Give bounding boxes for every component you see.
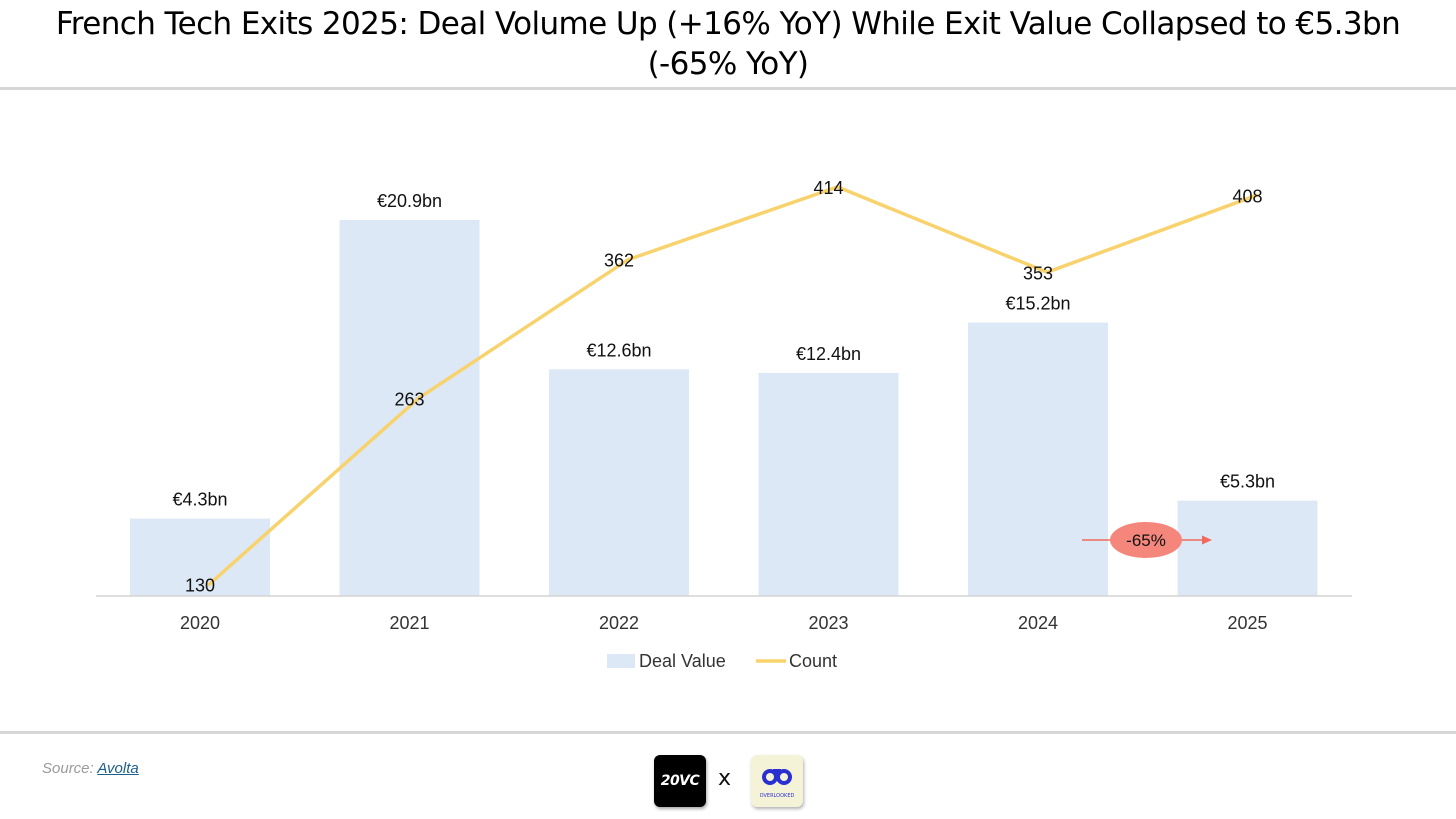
count-label-2020: 130 <box>185 576 215 596</box>
chart-title: French Tech Exits 2025: Deal Volume Up (… <box>0 4 1456 84</box>
count-label-2023: 414 <box>813 178 843 198</box>
x-tick-label-2025: 2025 <box>1227 613 1267 633</box>
bar-label-2021: €20.9bn <box>377 191 442 211</box>
bar-label-2025: €5.3bn <box>1220 472 1275 492</box>
source-note: Source: Avolta <box>42 760 139 777</box>
bar-deal-value-2022 <box>549 369 689 596</box>
binoculars-icon: OVERLOOKED <box>760 769 795 799</box>
bar-label-2024: €15.2bn <box>1005 294 1070 314</box>
legend-label-count: Count <box>789 651 837 671</box>
overlooked-logo: OVERLOOKED <box>751 755 803 807</box>
bar-deal-value-2020 <box>130 518 270 596</box>
count-label-2024: 353 <box>1023 263 1053 283</box>
bottom-divider <box>0 731 1456 734</box>
x-tick-label-2023: 2023 <box>808 613 848 633</box>
bar-label-2023: €12.4bn <box>796 344 861 364</box>
count-label-2025: 408 <box>1232 186 1262 206</box>
count-label-2022: 362 <box>604 251 634 271</box>
logo-separator: x <box>718 766 732 791</box>
x-tick-label-2021: 2021 <box>389 613 429 633</box>
annotation-badge <box>1110 522 1182 558</box>
x-tick-label-2024: 2024 <box>1018 613 1058 633</box>
chart-area: 2020 2021 2022 2023 2024 2025 €4.3bn €20.9bn €12… <box>96 178 1352 671</box>
annotation-label: -65% <box>1126 531 1166 550</box>
20vc-logo: 20VC <box>654 755 706 807</box>
bar-deal-value-2024 <box>968 322 1108 596</box>
title-line-1: French Tech Exits 2025: Deal Volume Up (… <box>55 6 1401 42</box>
legend-swatch-deal-value <box>607 654 635 668</box>
bar-label-2020: €4.3bn <box>172 490 227 510</box>
x-tick-label-2020: 2020 <box>180 613 220 633</box>
bar-deal-value-2025 <box>1177 500 1318 596</box>
bar-deal-value-2023 <box>758 372 899 596</box>
legend-label-deal-value: Deal Value <box>639 651 726 671</box>
bar-label-2022: €12.6bn <box>586 340 651 360</box>
overlooked-logo-text: OVERLOOKED <box>760 793 795 799</box>
annotation-arrow-head <box>1202 535 1212 545</box>
source-link[interactable]: Avolta <box>97 760 139 777</box>
title-line-2: (-65% YoY) <box>647 46 809 82</box>
count-line <box>207 185 1259 587</box>
x-tick-label-2022: 2022 <box>599 613 639 633</box>
count-label-2021: 263 <box>394 389 424 409</box>
source-prefix: Source: <box>42 760 98 777</box>
top-divider <box>0 87 1456 90</box>
